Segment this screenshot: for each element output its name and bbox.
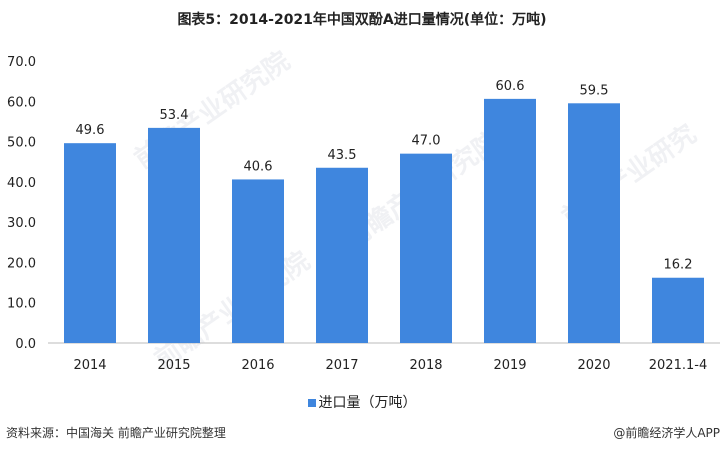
bar — [232, 179, 284, 343]
x-tick-label: 2015 — [157, 358, 190, 373]
y-tick-label: 70.0 — [7, 55, 36, 70]
y-tick-label: 20.0 — [7, 256, 36, 271]
bar — [64, 143, 116, 343]
data-label: 59.5 — [580, 83, 609, 98]
data-label: 60.6 — [496, 79, 525, 94]
x-tick-label: 2019 — [493, 358, 526, 373]
y-tick-label: 50.0 — [7, 136, 36, 151]
legend-swatch — [307, 399, 316, 407]
bar — [484, 98, 536, 344]
x-tick-label: 2021.1-4 — [649, 358, 707, 373]
data-label: 47.0 — [412, 134, 441, 149]
bar — [400, 153, 452, 343]
x-tick-label: 2014 — [73, 358, 106, 373]
data-label: 49.6 — [76, 123, 105, 138]
x-tick-label: 2018 — [409, 358, 442, 373]
bar — [652, 277, 704, 343]
x-tick-label: 2017 — [325, 358, 358, 373]
data-label: 16.2 — [664, 258, 693, 273]
x-tick-label: 2020 — [577, 358, 610, 373]
data-label: 53.4 — [160, 108, 189, 123]
y-tick-label: 30.0 — [7, 216, 36, 231]
y-tick-label: 40.0 — [7, 176, 36, 191]
data-label: 43.5 — [328, 148, 357, 163]
legend: 进口量（万吨） — [0, 392, 724, 412]
y-tick-label: 10.0 — [7, 297, 36, 312]
legend-label: 进口量（万吨） — [318, 395, 417, 411]
y-tick-label: 0.0 — [15, 337, 36, 352]
bar — [316, 167, 368, 343]
x-tick-label: 2016 — [241, 358, 274, 373]
source-note: 资料来源：中国海关 前瞻产业研究院整理 — [6, 426, 226, 440]
y-tick-label: 60.0 — [7, 95, 36, 110]
data-label: 40.6 — [244, 159, 273, 174]
bar — [148, 127, 200, 343]
chart-title: 图表5：2014-2021年中国双酚A进口量情况(单位：万吨) — [177, 12, 547, 28]
bar — [568, 103, 620, 343]
credit: @前瞻经济学人APP — [613, 426, 720, 440]
